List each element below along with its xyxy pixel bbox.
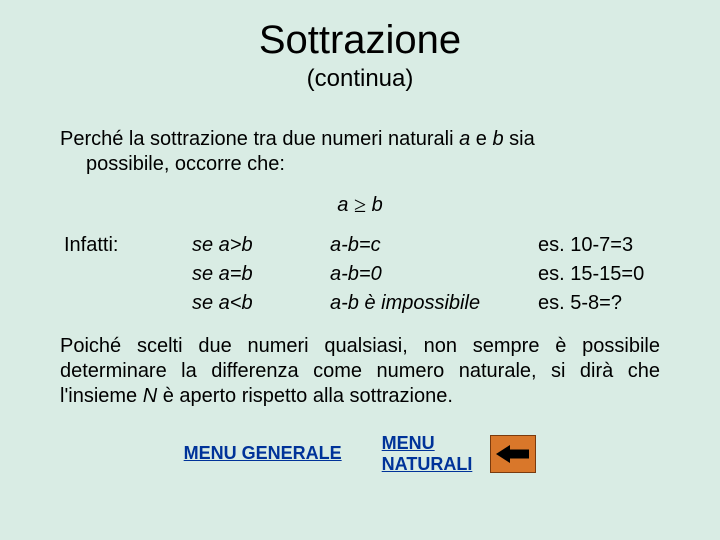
closing-text-2: è aperto rispetto alla sottrazione. xyxy=(157,385,453,407)
table-label: Infatti: xyxy=(60,231,188,260)
cond-lhs: a xyxy=(337,194,354,216)
menu-naturali-group: MENU NATURALI xyxy=(382,433,537,474)
page-subtitle: (continua) xyxy=(60,65,660,93)
back-arrow-button[interactable] xyxy=(490,435,536,473)
var-a: a xyxy=(459,128,470,150)
menu-generale-link[interactable]: MENU GENERALE xyxy=(184,443,342,464)
intro-text-2: e xyxy=(470,128,492,150)
page-title: Sottrazione xyxy=(60,18,660,63)
cond-rhs: b xyxy=(366,194,383,216)
var-b: b xyxy=(492,128,503,150)
table-label-empty xyxy=(60,260,188,289)
case-condition: se a<b xyxy=(188,289,326,318)
case-equation: a-b è impossibile xyxy=(326,289,534,318)
intro-line-2: possibile, occorre che: xyxy=(60,152,660,177)
slide: Sottrazione (continua) Perché la sottraz… xyxy=(0,0,720,540)
table-row: Infatti: se a>b a-b=c es. 10-7=3 xyxy=(60,231,660,260)
set-N: N xyxy=(143,385,157,407)
table-label-empty xyxy=(60,289,188,318)
condition-expression: a ≥ b xyxy=(60,191,660,217)
cases-table: Infatti: se a>b a-b=c es. 10-7=3 se a=b … xyxy=(60,231,660,318)
case-condition: se a=b xyxy=(188,260,326,289)
geq-icon: ≥ xyxy=(354,192,366,217)
intro-text-3: sia xyxy=(504,128,535,150)
intro-text-1: Perché la sottrazione tra due numeri nat… xyxy=(60,128,459,150)
case-example: es. 15-15=0 xyxy=(534,260,660,289)
menu-naturali-line1: MENU xyxy=(382,433,435,453)
menu-naturali-line2: NATURALI xyxy=(382,454,473,474)
closing-paragraph: Poiché scelti due numeri qualsiasi, non … xyxy=(60,334,660,409)
menu-naturali-link[interactable]: MENU NATURALI xyxy=(382,433,473,474)
case-example: es. 10-7=3 xyxy=(534,231,660,260)
case-equation: a-b=0 xyxy=(326,260,534,289)
table-row: se a=b a-b=0 es. 15-15=0 xyxy=(60,260,660,289)
case-equation: a-b=c xyxy=(326,231,534,260)
nav-bar: MENU GENERALE MENU NATURALI xyxy=(60,433,660,474)
case-condition: se a>b xyxy=(188,231,326,260)
case-example: es. 5-8=? xyxy=(534,289,660,318)
table-row: se a<b a-b è impossibile es. 5-8=? xyxy=(60,289,660,318)
intro-paragraph: Perché la sottrazione tra due numeri nat… xyxy=(60,127,660,177)
